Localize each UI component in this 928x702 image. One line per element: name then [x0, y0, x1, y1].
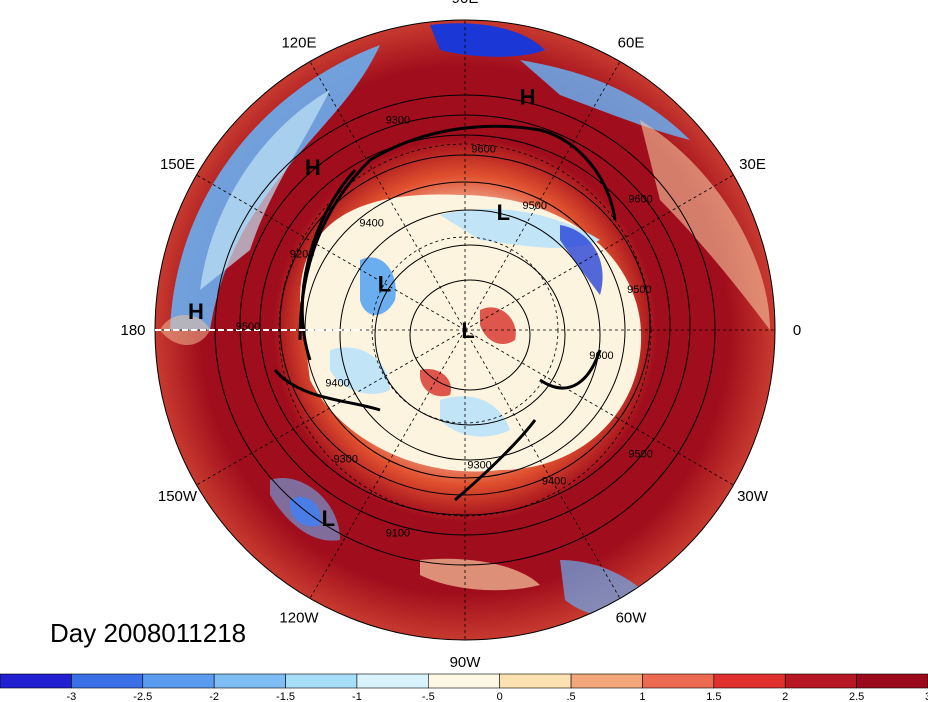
colorbar-label: 1: [639, 691, 645, 702]
high-center-label: H: [520, 84, 536, 109]
colorbar-swatch: [642, 673, 715, 689]
jet-isotach: [539, 349, 602, 390]
contour-line: [409, 279, 531, 391]
colorbar-swatch: [713, 673, 786, 689]
jet-isotach: [298, 124, 617, 341]
contour-label: 9400: [542, 475, 566, 487]
contour-label: 9600: [628, 193, 652, 205]
colorbar-label: -2.5: [133, 691, 152, 702]
contour-label: 9600: [471, 144, 495, 156]
longitude-label: 90W: [450, 654, 482, 671]
colorbar: -3 -2.5 -2 -1.5 -1 -.5 0 .5 1 1.5 2 2.5 3: [0, 673, 928, 702]
contour-label: 9300: [467, 460, 491, 472]
colorbar-label: 3: [925, 691, 928, 702]
contour-label: 9500: [236, 321, 260, 333]
graticule: [155, 20, 775, 640]
colorbar-swatch: [784, 673, 857, 689]
contour-label: 9500: [627, 284, 651, 296]
colorbar-label: -3: [66, 691, 76, 702]
weak-negative-region: [200, 90, 330, 290]
colorbar-label: 0: [497, 691, 503, 702]
weak-negative-region: [440, 396, 510, 437]
contour-label: 9500: [523, 200, 547, 212]
strong-negative-region: [560, 225, 603, 295]
colorbar-swatch: [856, 673, 928, 689]
low-center-label: L: [378, 272, 391, 297]
contour-label: 9200: [290, 248, 314, 260]
meridian-line: [464, 329, 621, 599]
colorbar-swatch: [213, 673, 286, 689]
contour-label: 9400: [325, 378, 349, 390]
longitude-label: 120E: [281, 34, 316, 51]
colorbar-swatch: [0, 673, 72, 689]
contour-label: 9300: [333, 453, 357, 465]
weak-positive-region: [420, 558, 540, 591]
jet-isotach: [454, 419, 537, 502]
polar-stereographic-map: 90E 60E 120E 30E 150E 0 180 30W 150W 60W 120W 90W H…: [120, 0, 801, 671]
colorbar-label: .5: [566, 691, 575, 702]
colorbar-swatch: [71, 673, 144, 689]
colorbar-swatch: [499, 673, 572, 689]
contour-label: 9300: [386, 115, 410, 127]
longitude-label: 30E: [739, 156, 766, 173]
contour-line: [374, 244, 566, 426]
longitude-label: 60E: [618, 34, 645, 51]
longitude-label: 180: [120, 322, 145, 339]
pressure-centers: H H H L L L L: [188, 84, 536, 531]
jet-isotach: [300, 168, 357, 361]
positive-anomaly-region: [420, 369, 451, 397]
contour-label: 9400: [359, 217, 383, 229]
longitude-label: 120W: [279, 610, 319, 627]
colorbar-swatch: [428, 673, 500, 689]
contour-line: [339, 209, 601, 461]
contour-labels: 9500 9600 9300 9400 9200 9500 9400 9300 9100 9300…: [236, 115, 653, 540]
longitude-labels: 90E 60E 120E 30E 150E 0 180 30W 150W 60W 120W 90W: [120, 0, 801, 671]
low-center-label: L: [497, 200, 510, 225]
longitude-label: 150W: [158, 488, 198, 505]
meridian-line: [309, 329, 466, 599]
colorbar-label: -1.5: [276, 691, 295, 702]
longitude-label: 60W: [616, 610, 648, 627]
colorbar-swatch: [570, 673, 643, 689]
contour-label: 9500: [628, 449, 652, 461]
negative-anomaly-region: [360, 257, 396, 315]
strong-negative-region: [430, 23, 545, 57]
meridian-line: [464, 61, 621, 331]
colorbar-swatch: [285, 673, 358, 689]
colorbar-swatch: [356, 673, 429, 689]
contour-label: 9100: [386, 527, 410, 539]
meridian-line: [464, 174, 734, 331]
jet-isotach: [273, 369, 381, 412]
latitude-circle: [371, 236, 559, 424]
colorbar-label: -1: [352, 691, 362, 702]
weak-positive-region: [640, 120, 770, 330]
colorbar-label: 1.5: [706, 691, 721, 702]
colorbar-label: 2.5: [849, 691, 864, 702]
longitude-label: 0: [793, 322, 801, 339]
meridian-line: [196, 329, 466, 486]
meridian-line: [464, 329, 734, 486]
low-center-label: L: [322, 506, 335, 531]
positive-anomaly-region: [480, 307, 516, 345]
longitude-label: 150E: [160, 156, 195, 173]
colorbar-label: -2: [209, 691, 219, 702]
negative-anomaly-region: [270, 478, 340, 541]
high-center-label: H: [188, 299, 204, 324]
longitude-label: 90E: [452, 0, 479, 7]
meridian-line: [309, 61, 466, 331]
longitude-label: 30W: [737, 488, 769, 505]
meridian-line: [196, 174, 466, 331]
colorbar-label: -.5: [422, 691, 435, 702]
high-center-label: H: [305, 155, 321, 180]
day-label: Day 2008011218: [50, 618, 247, 648]
negative-anomaly-region: [520, 60, 690, 140]
colorbar-label: 2: [782, 691, 788, 702]
latitude-circle: [278, 143, 652, 517]
low-center-label: L: [461, 318, 474, 343]
contour-label: 9600: [589, 350, 613, 362]
colorbar-swatch: [142, 673, 215, 689]
